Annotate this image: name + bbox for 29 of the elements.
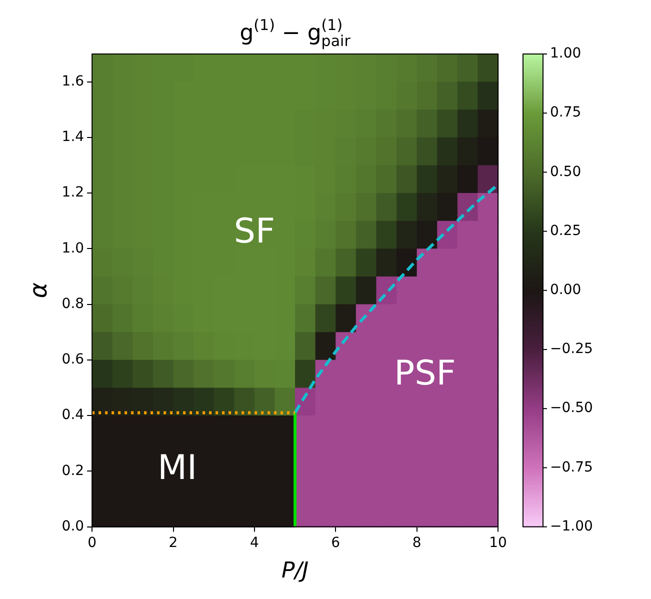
y-tick-label: 1.6 (62, 73, 84, 90)
color-bar-label: −0.75 (550, 459, 593, 476)
y-tick-label: 1.2 (62, 184, 84, 201)
y-tick-label: 1.0 (62, 240, 84, 256)
x-tick-label: 4 (250, 534, 259, 551)
y-tick-label: 0.0 (62, 518, 84, 534)
y-axis-title: α (24, 282, 53, 298)
color-bar-label: 0.75 (550, 104, 582, 121)
y-tick-label: 0.2 (62, 462, 84, 479)
annotation: SF (234, 211, 276, 252)
color-bar-label: −0.25 (550, 341, 593, 358)
color-bar-label: −1.00 (550, 518, 593, 534)
x-tick-label: 10 (489, 534, 507, 551)
color-bar-label: −0.50 (550, 400, 593, 416)
y-tick-label: 1.4 (62, 129, 84, 146)
color-bar-label: 0.25 (550, 222, 582, 239)
y-tick-label: 0.6 (62, 352, 84, 368)
y-tick-label: 0.4 (62, 407, 84, 424)
annotation: MI (158, 448, 197, 488)
x-tick-label: 6 (331, 534, 340, 551)
color-bar-label: 1.00 (550, 46, 582, 62)
x-tick-label: 0 (88, 534, 97, 551)
x-axis-title: P/J (281, 558, 309, 584)
color-bar-label: 0.50 (550, 164, 582, 180)
x-tick-label: 8 (412, 534, 422, 551)
color-bar-label: 0.00 (550, 282, 582, 298)
y-tick-label: 0.8 (62, 296, 84, 312)
annotation: PSF (394, 353, 456, 394)
x-tick-label: 2 (168, 534, 178, 551)
